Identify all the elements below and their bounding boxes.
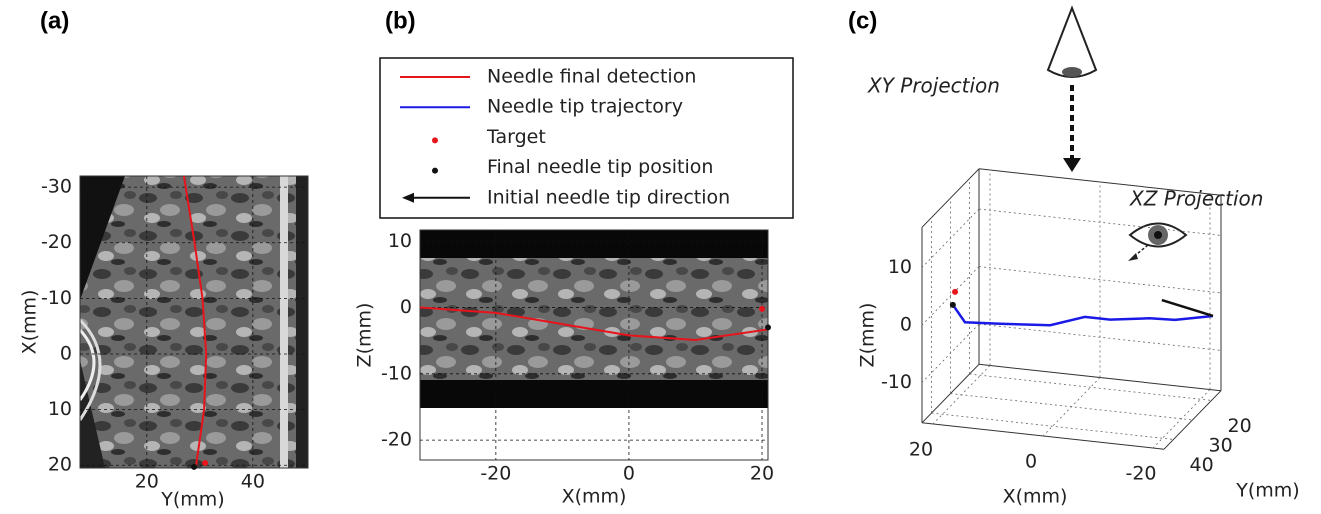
panel-label: (a) [40,7,69,34]
legend-dot [432,137,438,144]
grid-line [921,208,980,268]
y-tick-label: 10 [388,230,412,252]
projection-icons [1046,5,1188,261]
y-tick-label: -20 [41,231,72,253]
grid-line [950,393,1193,421]
point [952,288,959,295]
y-tick-label: 10 [48,398,72,420]
x-tick-label: 20 [135,471,159,493]
grid-line [931,412,1174,440]
grid-line [1152,389,1211,449]
trajectory-line [1161,298,1214,318]
annotation: XZ Projection [1129,187,1263,211]
grid-line [978,323,1222,351]
x-tick-label: 0 [1025,451,1037,473]
grid-line [969,373,1212,401]
legend-label: Target [486,126,546,148]
panel-label: (c) [848,7,877,34]
ultrasound-image-a [78,176,308,468]
x-tick-label: -20 [1125,463,1156,485]
needle-line [419,306,769,342]
point [202,459,209,466]
panel-label: (b) [385,7,416,34]
legend-label: Needle tip trajectory [487,96,683,118]
needle-line [182,175,208,466]
z-tick-label: -10 [881,371,912,393]
legend-label: Final needle tip position [487,156,713,178]
x-axis-label: X(mm) [562,486,627,508]
x-tick-label: 0 [623,463,635,485]
legend-arrow-head [402,192,414,203]
z-tick-label: 10 [888,256,912,278]
y-tick-label: 30 [1209,434,1233,456]
x-axis-label: X(mm) [1003,486,1068,508]
y-tick-label: -10 [41,287,72,309]
legend-dot [432,167,438,174]
y-tick-label: -30 [41,176,72,198]
point [191,463,197,470]
point [759,305,766,312]
point [765,324,771,331]
y-tick-label: 20 [1228,415,1252,437]
y-tick-label: -10 [381,362,412,384]
y-tick-label: 0 [60,342,72,364]
legend-label: Initial needle tip direction [487,186,730,208]
x-tick-label: -20 [480,463,511,485]
plot-frame [419,229,769,461]
y-axis-label: Y(mm) [1235,480,1299,502]
y-axis-label: X(mm) [19,290,41,355]
grid-line [978,208,1222,236]
y-tick-label: 20 [48,454,72,476]
x-tick-label: 20 [750,463,774,485]
x-axis-label: Y(mm) [160,489,224,511]
y-axis-label: Z(mm) [354,303,376,368]
axis-edge [1163,390,1222,450]
grid-line [921,266,980,326]
x-tick-label: 20 [909,439,933,461]
annotation: XY Projection [867,74,1000,98]
y-tick-label: 40 [1190,454,1214,476]
trajectory-line [951,304,1214,327]
z-axis-label: Z(mm) [857,303,879,368]
grid-line [978,266,1222,294]
y-tick-label: -20 [381,429,412,451]
legend-label: Needle final detection [487,66,696,88]
legend-box [379,57,794,219]
x-tick-label: 40 [241,471,265,493]
ultrasound-image-b [420,230,768,408]
grid-line [921,323,980,383]
point [949,301,956,308]
z-tick-label: 0 [900,314,912,336]
y-tick-label: 0 [400,296,412,318]
